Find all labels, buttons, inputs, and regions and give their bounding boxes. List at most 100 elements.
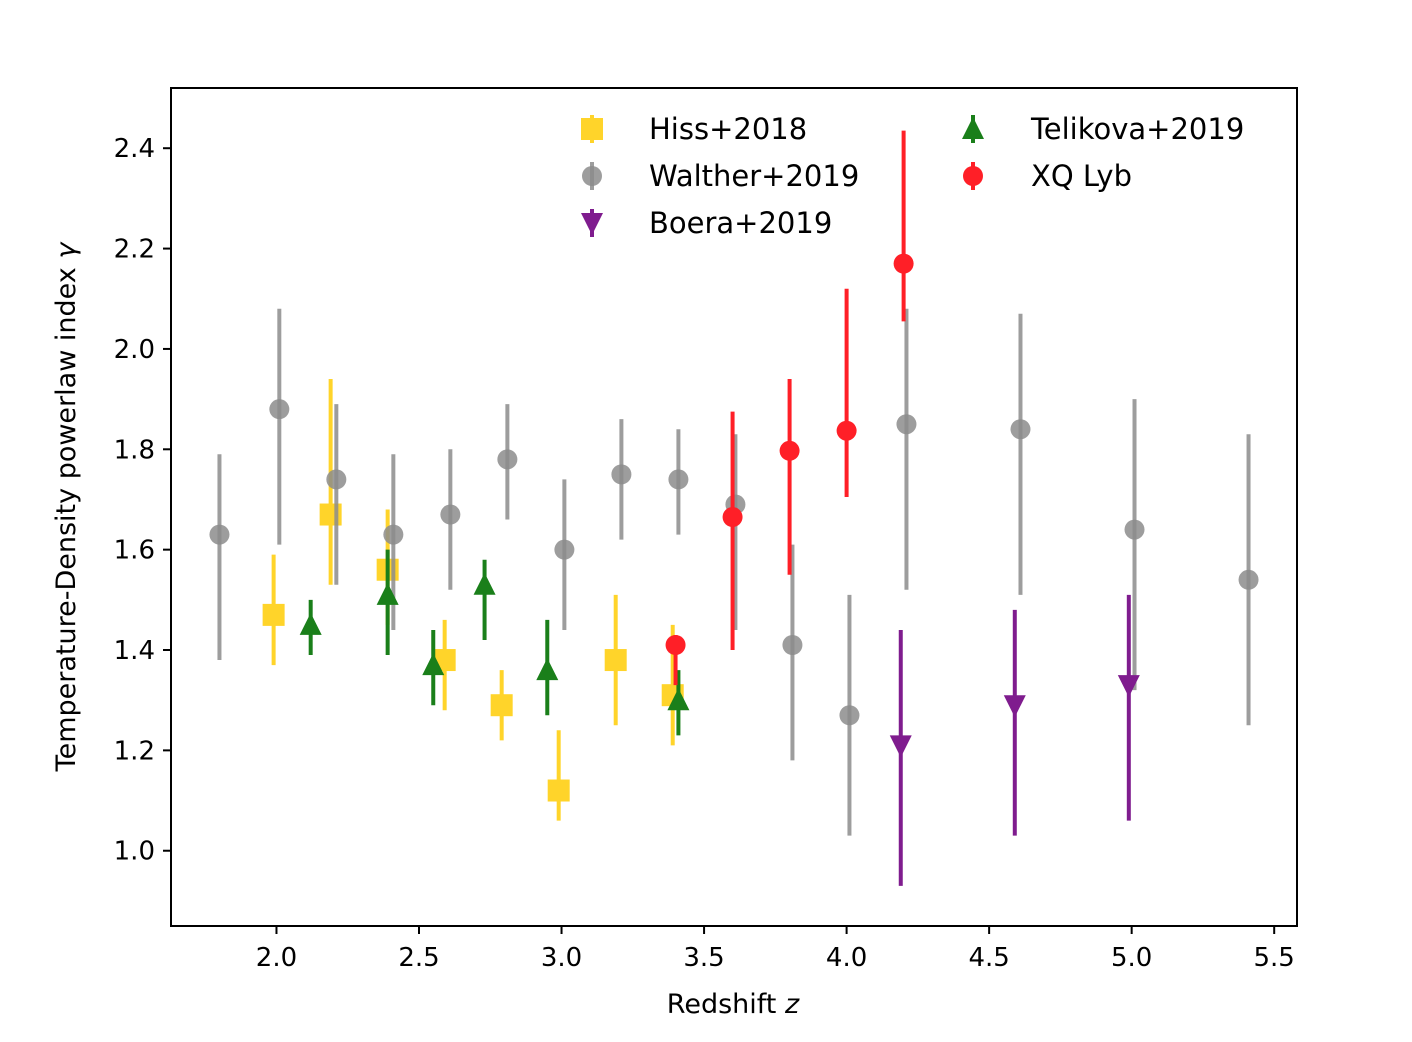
point-marker — [1124, 519, 1145, 540]
legend-label: Hiss+2018 — [649, 112, 807, 146]
data-point — [547, 730, 570, 821]
x-tick-label: 3.0 — [541, 943, 582, 973]
data-point — [1010, 313, 1031, 595]
point-marker — [490, 694, 513, 717]
series-xq-lyb — [665, 130, 914, 686]
legend-marker — [963, 166, 983, 186]
point-marker — [299, 612, 322, 635]
y-tick-label: 2.4 — [114, 134, 155, 164]
point-marker — [782, 634, 803, 655]
data-point — [839, 594, 860, 836]
data-point — [536, 619, 559, 716]
x-tick-label: 5.5 — [1254, 943, 1295, 973]
y-tick-label: 2.2 — [114, 235, 155, 265]
legend-marker — [962, 117, 984, 139]
y-axis-label-var: γ — [51, 241, 82, 259]
point-marker — [779, 440, 800, 461]
data-point — [836, 288, 857, 497]
legend-label: XQ Lyb — [1031, 159, 1132, 193]
data-point — [440, 449, 461, 590]
plot-frame — [170, 87, 1298, 927]
point-marker — [604, 649, 627, 672]
point-marker — [839, 705, 860, 726]
legend-marker — [581, 213, 603, 235]
x-axis-label-var: z — [784, 989, 800, 1020]
point-marker — [722, 507, 743, 528]
point-marker — [536, 658, 559, 681]
point-marker — [1010, 419, 1031, 440]
data-point — [1117, 594, 1140, 821]
point-marker — [269, 399, 290, 420]
x-axis-ticks: 2.0 2.5 3.0 3.5 4.0 4.5 5.0 5.5 — [256, 926, 1295, 973]
point-marker — [262, 603, 285, 626]
data-point — [376, 549, 399, 656]
data-point — [896, 308, 917, 590]
data-point — [269, 308, 290, 545]
data-point — [893, 130, 914, 322]
legend: Hiss+2018 Walther+2019 Boera+2019 Telikova+… — [581, 112, 1244, 240]
data-point — [497, 404, 518, 520]
series-walther-2019 — [209, 308, 1259, 836]
x-tick-label: 3.5 — [683, 943, 724, 973]
data-point — [299, 599, 322, 656]
point-marker — [836, 420, 857, 441]
legend-item-walther-2019: Walther+2019 — [582, 159, 859, 193]
y-axis-label-text: Temperature-Density powerlaw index — [51, 267, 82, 772]
y-tick-label: 1.6 — [114, 536, 155, 566]
data-point — [1238, 434, 1259, 726]
point-marker — [893, 253, 914, 274]
point-marker — [554, 539, 575, 560]
y-tick-label: 2.0 — [114, 335, 155, 365]
data-point — [779, 379, 800, 575]
point-marker — [1238, 569, 1259, 590]
data-point — [422, 629, 445, 706]
legend-marker — [581, 118, 603, 140]
data-point — [889, 629, 912, 886]
point-marker — [889, 735, 912, 758]
data-point — [554, 479, 575, 630]
data-point — [473, 559, 496, 640]
x-tick-label: 4.0 — [826, 943, 867, 973]
point-marker — [665, 634, 686, 655]
point-marker — [473, 572, 496, 595]
data-point — [722, 411, 743, 651]
data-point — [1124, 399, 1145, 691]
data-point — [782, 544, 803, 761]
point-marker — [1003, 695, 1026, 718]
legend-item-telikova-2019: Telikova+2019 — [962, 112, 1244, 146]
point-marker — [383, 524, 404, 545]
y-tick-label: 1.2 — [114, 736, 155, 766]
point-marker — [440, 504, 461, 525]
point-marker — [547, 779, 570, 802]
legend-label: Boera+2019 — [649, 206, 832, 240]
point-marker — [1117, 675, 1140, 698]
point-marker — [668, 469, 689, 490]
point-marker — [896, 414, 917, 435]
point-marker — [326, 469, 347, 490]
data-point — [1003, 609, 1026, 836]
legend-label: Telikova+2019 — [1030, 112, 1244, 146]
y-tick-label: 1.4 — [114, 636, 155, 666]
data-point — [611, 419, 632, 540]
legend-item-hiss-2018: Hiss+2018 — [581, 112, 807, 146]
x-tick-label: 5.0 — [1111, 943, 1152, 973]
data-point — [668, 429, 689, 535]
legend-marker — [582, 166, 602, 186]
x-tick-label: 2.0 — [256, 943, 297, 973]
data-point — [490, 670, 513, 741]
data-point — [326, 404, 347, 585]
point-marker — [611, 464, 632, 485]
point-marker — [667, 688, 690, 711]
point-marker — [497, 449, 518, 470]
y-tick-label: 1.0 — [114, 837, 155, 867]
data-point — [667, 670, 690, 736]
y-tick-label: 1.8 — [114, 435, 155, 465]
y-axis-label: Temperature-Density powerlaw index γ — [51, 241, 82, 773]
x-axis-label-text: Redshift — [667, 989, 777, 1020]
data-point — [209, 454, 230, 661]
x-axis-label: Redshift z — [667, 989, 800, 1020]
legend-label: Walther+2019 — [649, 159, 859, 193]
point-marker — [376, 582, 399, 605]
